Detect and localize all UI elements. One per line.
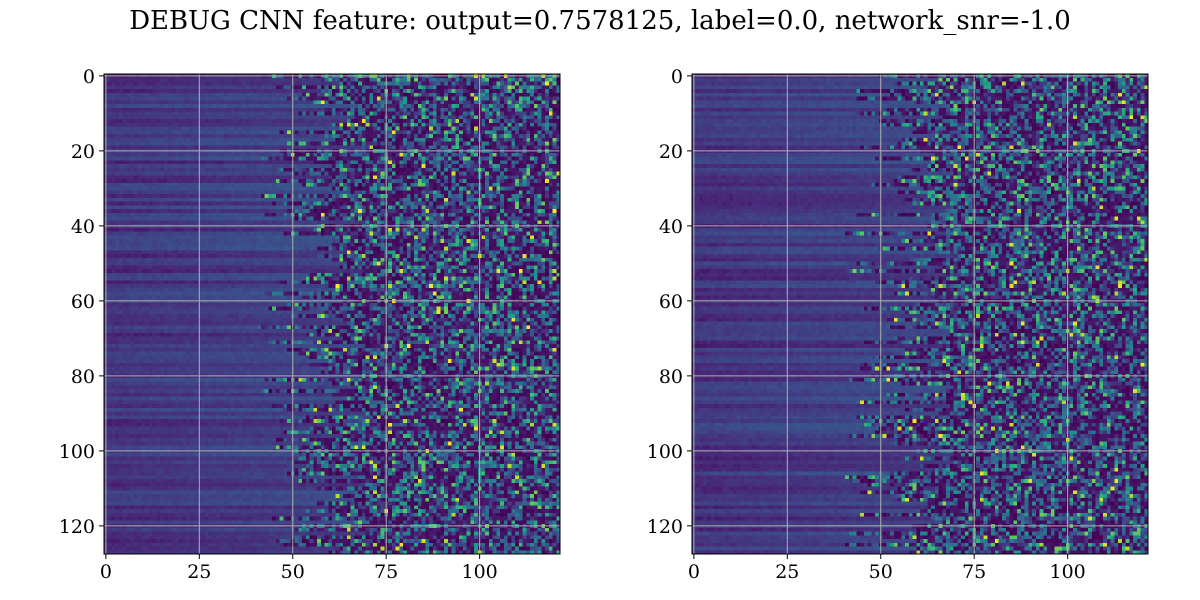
y-tick-label: 120: [647, 516, 683, 538]
y-tick-label: 40: [71, 216, 95, 238]
figure-title: DEBUG CNN feature: output=0.7578125, lab…: [129, 6, 1071, 36]
y-tick-label: 120: [59, 516, 95, 538]
x-tick-label: 25: [775, 561, 799, 583]
y-tick-label: 20: [659, 141, 683, 163]
heatmap-panel-left: 0 25 50 75 100 0 20 40 60 80 100 120: [59, 66, 561, 583]
y-tick-label: 20: [71, 141, 95, 163]
y-tick-label: 60: [71, 291, 95, 313]
heatmap-panel-right: 0 25 50 75 100 0 20 40 60 80 100 120: [647, 66, 1149, 583]
y-tick-label: 100: [59, 441, 95, 463]
x-tick-label: 0: [688, 561, 700, 583]
y-tick-label: 60: [659, 291, 683, 313]
y-tick-label: 80: [659, 366, 683, 388]
heatmap-image: [692, 74, 1148, 554]
axes-frame: [103, 73, 561, 555]
y-tick-label: 80: [71, 366, 95, 388]
x-tick-label: 75: [374, 561, 398, 583]
x-tick-label: 50: [281, 561, 305, 583]
x-tick-label: 25: [187, 561, 211, 583]
x-tick-label: 0: [100, 561, 112, 583]
y-tick-label: 0: [671, 66, 683, 88]
x-tick-label: 100: [1050, 561, 1086, 583]
y-tick-label: 40: [659, 216, 683, 238]
y-tick-label: 0: [83, 66, 95, 88]
x-tick-label: 100: [462, 561, 498, 583]
heatmap-image: [104, 74, 560, 554]
x-tick-label: 75: [962, 561, 986, 583]
x-tick-label: 50: [869, 561, 893, 583]
axes-frame: [691, 73, 1149, 555]
y-tick-label: 100: [647, 441, 683, 463]
